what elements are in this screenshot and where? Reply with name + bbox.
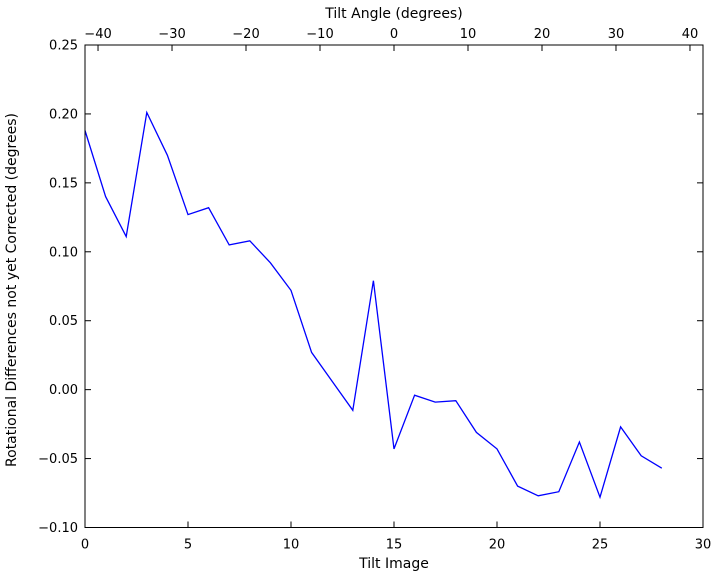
top-axis-title: Tilt Angle (degrees) (324, 6, 462, 22)
axes-frame (84, 44, 704, 528)
y-tick-label: −0.05 (38, 452, 78, 467)
y-tick-label: 0.05 (49, 314, 78, 329)
x-tick-label-top: 30 (608, 27, 625, 42)
x-tick-label-bottom: 20 (489, 538, 506, 553)
x-tick-label-bottom: 30 (695, 538, 712, 553)
y-tick-label: 0.00 (49, 383, 78, 398)
x-tick-label-bottom: 25 (592, 538, 609, 553)
y-tick-label: 0.10 (49, 245, 78, 260)
data-series-group (84, 110, 663, 500)
x-tick-label-bottom: 15 (386, 538, 403, 553)
tick-labels-group: 0 5 10 15 20 25 30 −40 −30 −20 −10 0 10 20 30 40 0.25 0.2… (38, 27, 711, 553)
x-tick-label-top: 0 (390, 27, 398, 42)
x-tick-label-top: −10 (306, 27, 333, 42)
x-tick-label-bottom: 5 (184, 538, 192, 553)
ticks-group (84, 44, 704, 528)
data-line (84, 110, 663, 500)
x-tick-label-top: −20 (232, 27, 259, 42)
x-tick-label-bottom: 10 (283, 538, 300, 553)
x-tick-label-bottom: 0 (81, 538, 89, 553)
x-tick-label-top: 20 (534, 27, 551, 42)
x-tick-label-top: −40 (84, 27, 111, 42)
y-tick-label: −0.10 (38, 521, 78, 536)
y-tick-label: 0.20 (49, 107, 78, 122)
y-axis-title: Rotational Differences not yet Corrected… (4, 113, 20, 467)
axes-spines-group (84, 44, 704, 528)
y-tick-label: 0.25 (49, 39, 78, 54)
x-axis-title: Tilt Image (358, 556, 429, 572)
y-tick-label: 0.15 (49, 176, 78, 191)
x-tick-label-top: 40 (682, 27, 699, 42)
x-tick-label-top: −30 (158, 27, 185, 42)
x-tick-label-top: 10 (460, 27, 477, 42)
